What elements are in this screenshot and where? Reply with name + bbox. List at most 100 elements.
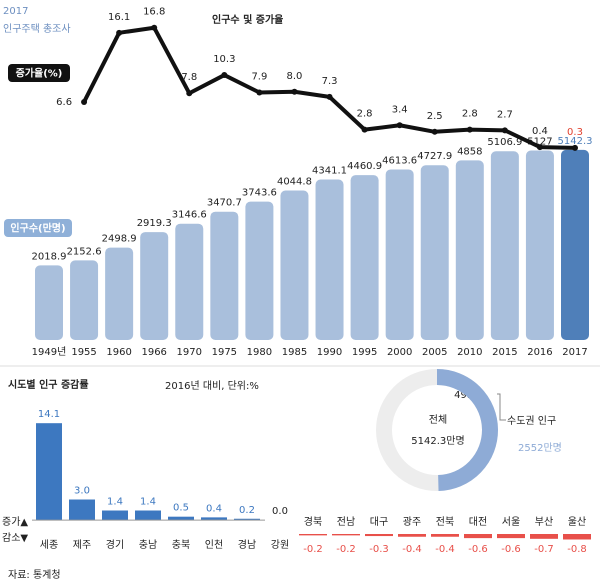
chart-subtitle: 2016년 대비, 단위:% [165, 379, 259, 392]
line-point [326, 93, 333, 100]
donut-center-label: 전체 [429, 414, 447, 426]
donut-slice [436, 369, 498, 491]
header: 2017 [3, 6, 28, 17]
value-label: 1.4 [140, 497, 156, 508]
line-point [361, 126, 368, 133]
bar-value-label: 4727.9 [417, 151, 452, 162]
bar [234, 518, 260, 521]
x-tick-label: 1975 [212, 347, 237, 358]
bar [245, 201, 274, 340]
donut-annotation: 2552만명 [518, 442, 562, 454]
x-tick-label: 충북 [172, 539, 190, 551]
x-tick-label: 광주 [403, 516, 421, 528]
line-value-label: 2.8 [462, 109, 478, 120]
legend-label: 인구수(만명) [10, 222, 65, 235]
line-value-label: 3.4 [392, 104, 408, 115]
bar [299, 534, 327, 536]
bar [69, 499, 95, 521]
value-label: -0.6 [501, 544, 521, 555]
x-tick-label: 서울 [502, 516, 520, 528]
bar-value-label: 5127 [527, 136, 552, 147]
value-label: 0.2 [239, 505, 255, 516]
bar [140, 232, 169, 340]
x-tick-label: 경남 [238, 538, 256, 551]
bar [497, 534, 525, 539]
bar-value-label: 3470.7 [207, 198, 242, 209]
value-label: -0.4 [402, 544, 422, 555]
x-tick-label: 충남 [139, 539, 157, 551]
x-tick-label: 울산 [568, 516, 586, 528]
bar-value-label: 4460.9 [347, 161, 382, 172]
x-tick-label: 1970 [177, 347, 202, 358]
x-tick-label: 2005 [422, 347, 447, 358]
bar-value-label: 5106.9 [487, 137, 522, 148]
line-value-label: 7.8 [181, 72, 197, 83]
x-tick-label: 대구 [370, 516, 388, 528]
value-label: 0.0 [272, 506, 288, 517]
x-tick-label: 1955 [71, 347, 96, 358]
line-value-label: 10.3 [213, 54, 235, 65]
bar [280, 190, 309, 340]
value-label: -0.4 [435, 544, 455, 555]
x-tick-label: 경기 [106, 538, 124, 551]
bar [563, 534, 591, 540]
x-tick-label: 전남 [337, 516, 355, 528]
bar [561, 149, 589, 340]
bar [135, 510, 161, 521]
value-label: -0.2 [336, 544, 356, 555]
bar [490, 151, 519, 340]
bar-value-label: 2919.3 [137, 218, 172, 229]
line-value-label: 16.1 [108, 12, 130, 23]
x-tick-label: 전북 [436, 516, 454, 528]
bar [175, 223, 204, 340]
bar [315, 179, 344, 340]
line-value-label: 2.8 [357, 109, 373, 120]
bar-value-label: 4613.6 [382, 155, 417, 166]
x-tick-label: 2015 [492, 347, 517, 358]
bar [36, 423, 62, 521]
line-value-label: 0.3 [567, 127, 583, 138]
bar [70, 260, 99, 340]
legend-label: 감소▼ [2, 532, 28, 544]
bar [210, 211, 239, 340]
value-label: 0.5 [173, 503, 189, 514]
line-value-label: 6.6 [56, 97, 72, 108]
line-value-label: 7.3 [322, 76, 338, 87]
bar [525, 150, 554, 340]
x-tick-label: 1985 [282, 347, 307, 358]
x-tick-label: 경북 [304, 515, 322, 528]
x-tick-label: 1980 [247, 347, 272, 358]
line-point [431, 128, 438, 135]
x-tick-label: 대전 [469, 516, 487, 528]
x-tick-label: 2010 [457, 347, 482, 358]
bar-value-label: 2018.9 [32, 251, 67, 262]
bar [385, 169, 414, 340]
line-value-label: 2.5 [427, 111, 443, 122]
bar [455, 160, 484, 340]
legend-box [4, 219, 72, 237]
bar [332, 534, 360, 536]
donut-category: 수도권 인구 [507, 415, 556, 427]
bar [35, 265, 63, 340]
x-tick-label: 2016 [527, 347, 552, 358]
line-point [396, 122, 403, 129]
line-value-label: 8.0 [287, 71, 303, 82]
value-label: -0.6 [468, 544, 488, 555]
bar [168, 516, 194, 521]
line-point [256, 89, 263, 96]
x-tick-label: 부산 [535, 516, 553, 528]
line-point [186, 90, 193, 97]
bar-value-label: 4858 [457, 146, 482, 157]
chart-title: 시도별 인구 증감률 [8, 378, 89, 391]
bar-value-label: 4044.8 [277, 176, 312, 187]
line-point [151, 24, 158, 31]
value-label: 1.4 [107, 497, 123, 508]
x-tick-label: 1960 [106, 347, 131, 358]
x-tick-label: 1995 [352, 347, 377, 358]
line-point [466, 126, 473, 133]
connector [497, 393, 506, 421]
line-value-label: 2.7 [497, 109, 513, 120]
value-label: -0.8 [567, 544, 587, 555]
bar [365, 534, 393, 537]
